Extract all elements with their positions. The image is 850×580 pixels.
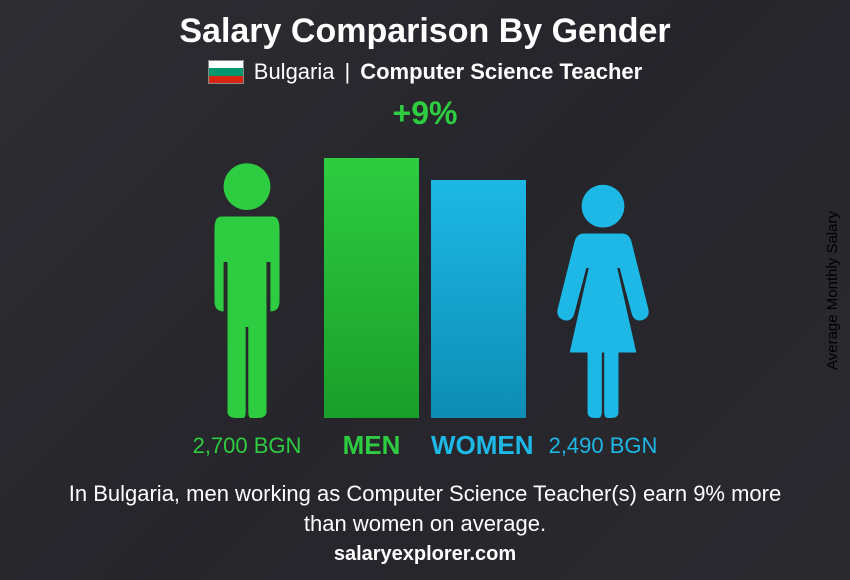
percent-diff-label: +9% (0, 95, 850, 132)
page-title: Salary Comparison By Gender (0, 12, 850, 51)
separator: | (344, 59, 350, 85)
flag-icon (208, 60, 244, 84)
subtitle-row: Bulgaria | Computer Science Teacher (0, 59, 850, 85)
female-icon (538, 180, 668, 418)
chart-area (0, 138, 850, 418)
job-label: Computer Science Teacher (360, 59, 642, 85)
women-bar-col (431, 138, 526, 418)
men-salary-label: 2,700 BGN (193, 433, 302, 458)
summary-text: In Bulgaria, men working as Computer Sci… (60, 479, 790, 538)
y-axis-label: Average Monthly Salary (824, 211, 841, 370)
women-bar (431, 180, 526, 418)
women-salary-label: 2,490 BGN (549, 433, 658, 458)
men-bar (324, 158, 419, 418)
women-label: WOMEN (431, 430, 534, 460)
country-label: Bulgaria (254, 59, 335, 85)
men-icon-col (182, 138, 312, 418)
male-icon (182, 158, 312, 418)
women-icon-col (538, 138, 668, 418)
men-label: MEN (343, 430, 401, 460)
men-bar-col (324, 138, 419, 418)
labels-row: 2,700 BGN MEN WOMEN 2,490 BGN (0, 430, 850, 461)
side-label-wrap: Average Monthly Salary (814, 0, 850, 580)
footer-source: salaryexplorer.com (0, 543, 850, 566)
